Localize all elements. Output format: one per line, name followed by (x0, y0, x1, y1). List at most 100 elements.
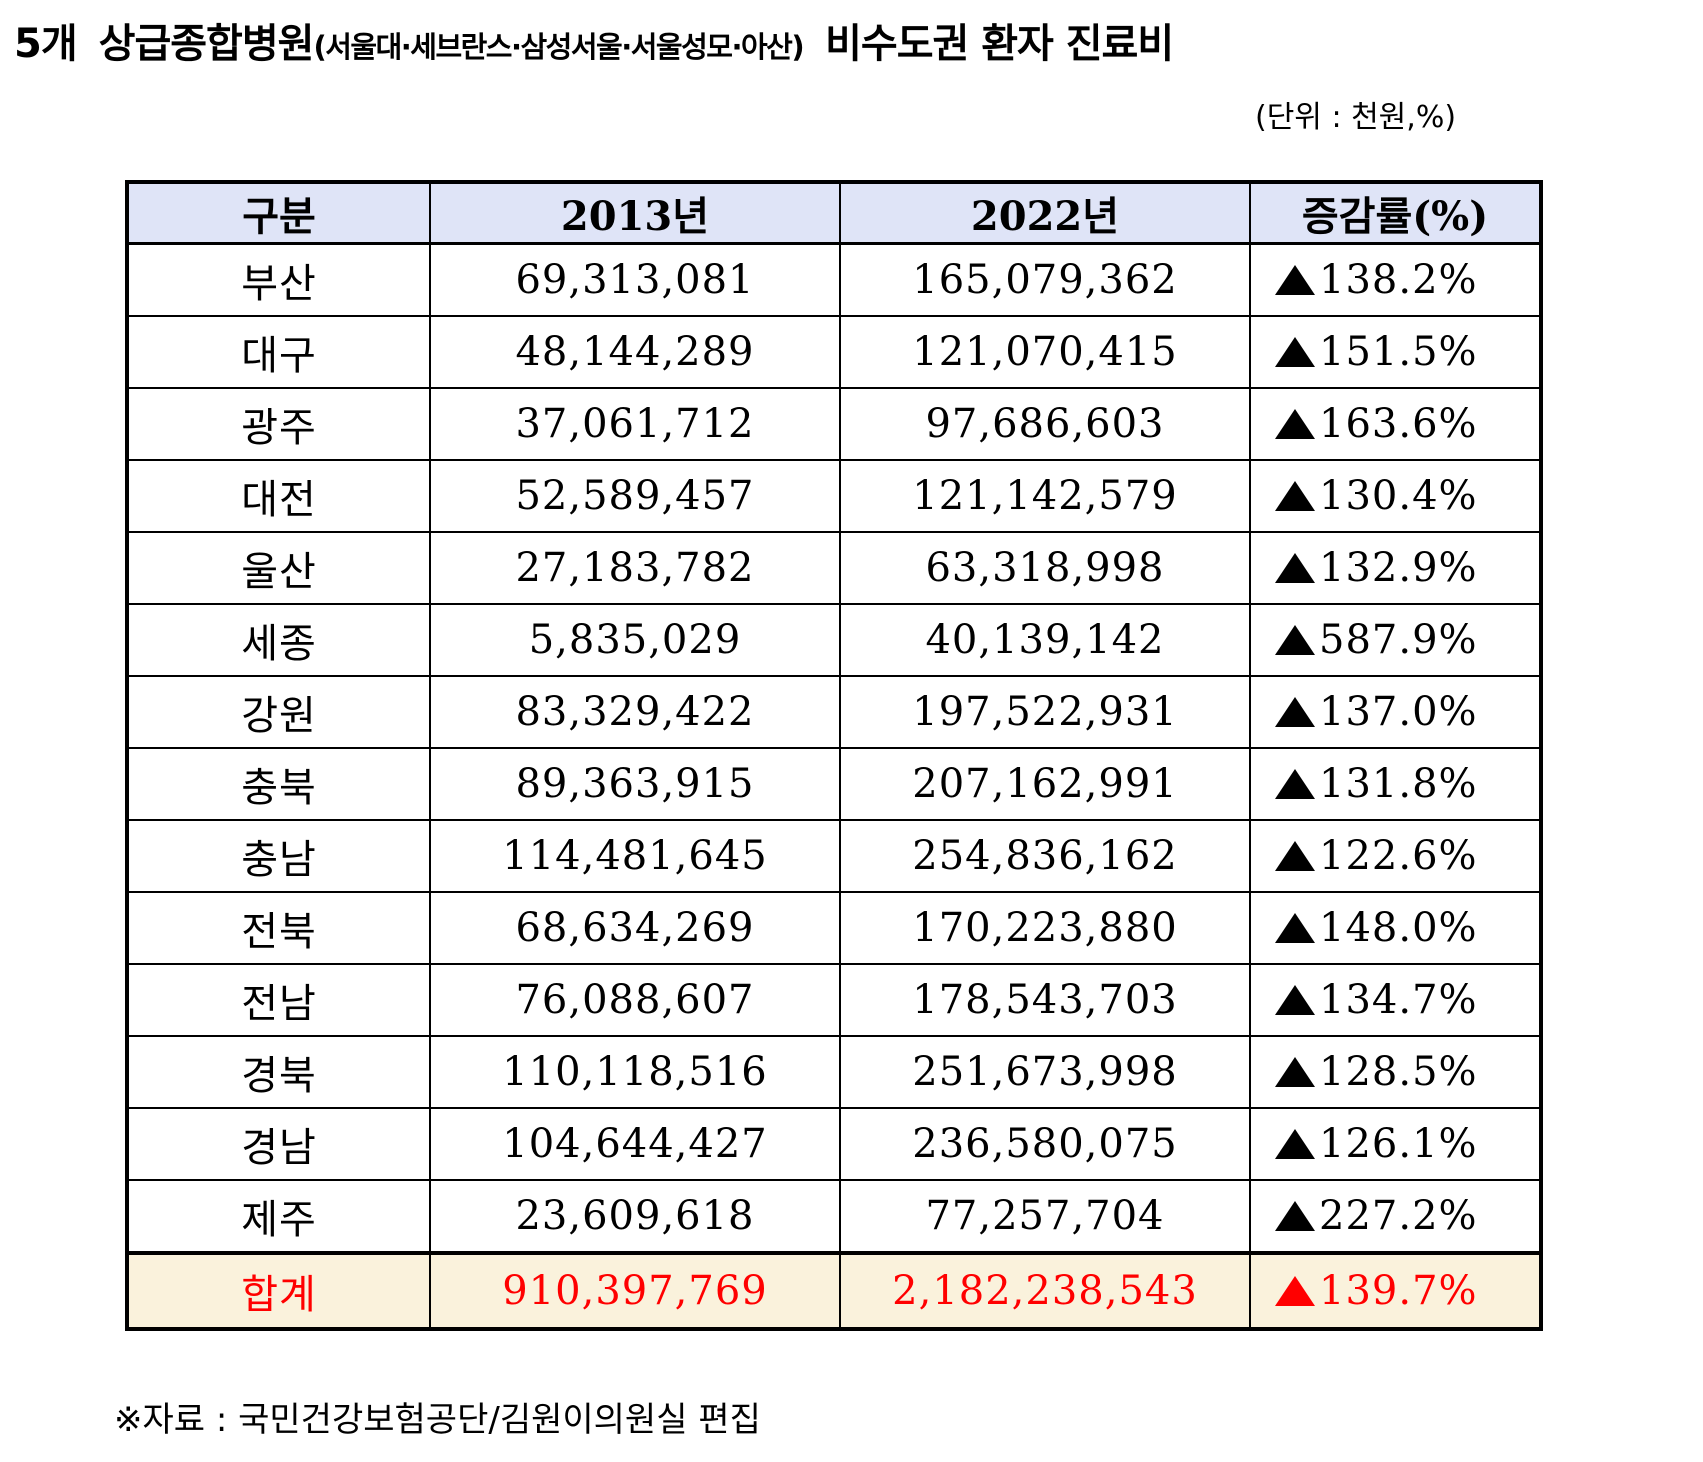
up-triangle-icon (1275, 985, 1315, 1015)
table-row: 대구 48,144,289 121,070,415 151.5% (126, 315, 1542, 389)
value-2013-cell: 114,481,645 (429, 819, 841, 893)
table-row: 세종 5,835,029 40,139,142 587.9% (126, 603, 1542, 677)
value-2013-cell: 69,313,081 (429, 242, 841, 317)
up-triangle-icon (1275, 409, 1315, 439)
rate-value: 122.6% (1319, 833, 1478, 879)
rate-value: 148.0% (1319, 905, 1478, 951)
region-cell: 전북 (126, 891, 431, 965)
rate-cell: 137.0% (1249, 675, 1542, 749)
up-triangle-icon (1275, 337, 1315, 367)
table-row: 전남 76,088,607 178,543,703 134.7% (126, 963, 1542, 1037)
rate-value: 163.6% (1319, 401, 1478, 447)
table-row: 울산 27,183,782 63,318,998 132.9% (126, 531, 1542, 605)
up-triangle-icon (1275, 913, 1315, 943)
value-2013-cell: 27,183,782 (429, 531, 841, 605)
table-row: 충북 89,363,915 207,162,991 131.8% (126, 747, 1542, 821)
up-triangle-icon (1275, 1276, 1315, 1306)
value-2013-cell: 37,061,712 (429, 387, 841, 461)
table-row: 광주 37,061,712 97,686,603 163.6% (126, 387, 1542, 461)
region-cell: 울산 (126, 531, 431, 605)
rate-cell: 163.6% (1249, 387, 1542, 461)
region-cell: 대구 (126, 315, 431, 389)
data-table: 구분 2013년 2022년 증감률(%) 부산 69,313,081 165,07… (125, 180, 1543, 1331)
rate-value: 138.2% (1319, 257, 1478, 303)
region-cell: 경북 (126, 1035, 431, 1109)
table-row: 경남 104,644,427 236,580,075 126.1% (126, 1107, 1542, 1181)
value-2022-cell: 63,318,998 (839, 531, 1251, 605)
rate-value: 587.9% (1319, 617, 1478, 663)
rate-value: 137.0% (1319, 689, 1478, 735)
rate-cell: 132.9% (1249, 531, 1542, 605)
up-triangle-icon (1275, 265, 1315, 295)
region-cell: 충북 (126, 747, 431, 821)
value-2013-cell: 68,634,269 (429, 891, 841, 965)
rate-cell: 148.0% (1249, 891, 1542, 965)
up-triangle-icon (1275, 769, 1315, 799)
value-2013-cell: 48,144,289 (429, 315, 841, 389)
table-row: 부산 69,313,081 165,079,362 138.2% (126, 242, 1542, 317)
value-2022-cell: 40,139,142 (839, 603, 1251, 677)
value-2022-cell: 254,836,162 (839, 819, 1251, 893)
page-title: 5개 상급종합병원(서울대·세브란스·삼성서울·서울성모·아산) 비수도권 환자 진… (14, 14, 1703, 74)
total-2013: 910,397,769 (429, 1251, 841, 1330)
region-cell: 전남 (126, 963, 431, 1037)
value-2022-cell: 121,142,579 (839, 459, 1251, 533)
up-triangle-icon (1275, 1129, 1315, 1159)
region-cell: 부산 (126, 242, 431, 317)
total-row: 합계 910,397,769 2,182,238,543 139.7% (126, 1251, 1542, 1330)
up-triangle-icon (1275, 481, 1315, 511)
table-row: 전북 68,634,269 170,223,880 148.0% (126, 891, 1542, 965)
source-note: ※자료 : 국민건강보험공단/김원이의원실 편집 (114, 1400, 761, 1440)
header-row: 구분 2013년 2022년 증감률(%) (126, 181, 1542, 245)
region-cell: 제주 (126, 1179, 431, 1254)
value-2013-cell: 52,589,457 (429, 459, 841, 533)
region-cell: 광주 (126, 387, 431, 461)
rate-value: 227.2% (1319, 1193, 1478, 1239)
rate-cell: 151.5% (1249, 315, 1542, 389)
rate-value: 151.5% (1319, 329, 1478, 375)
rate-value: 130.4% (1319, 473, 1478, 519)
table-row: 강원 83,329,422 197,522,931 137.0% (126, 675, 1542, 749)
rate-cell: 128.5% (1249, 1035, 1542, 1109)
value-2022-cell: 77,257,704 (839, 1179, 1251, 1254)
value-2022-cell: 165,079,362 (839, 242, 1251, 317)
value-2022-cell: 236,580,075 (839, 1107, 1251, 1181)
unit-label: (단위 : 천원,%) (1255, 100, 1457, 135)
rate-value: 134.7% (1319, 977, 1478, 1023)
up-triangle-icon (1275, 1201, 1315, 1231)
rate-cell: 126.1% (1249, 1107, 1542, 1181)
total-label: 합계 (126, 1251, 431, 1330)
title-hospitals: (서울대·세브란스·삼성서울·서울성모·아산) (313, 30, 804, 64)
rate-value: 132.9% (1319, 545, 1478, 591)
region-cell: 경남 (126, 1107, 431, 1181)
table-row: 경북 110,118,516 251,673,998 128.5% (126, 1035, 1542, 1109)
rate-value: 131.8% (1319, 761, 1478, 807)
table-row: 대전 52,589,457 121,142,579 130.4% (126, 459, 1542, 533)
total-rate: 139.7% (1249, 1251, 1542, 1330)
header-2013: 2013년 (429, 181, 841, 245)
title-suffix: 비수도권 환자 진료비 (825, 21, 1174, 67)
header-region: 구분 (126, 181, 431, 245)
title-main: 상급종합병원 (98, 21, 315, 67)
value-2013-cell: 110,118,516 (429, 1035, 841, 1109)
value-2022-cell: 121,070,415 (839, 315, 1251, 389)
rate-cell: 587.9% (1249, 603, 1542, 677)
value-2013-cell: 76,088,607 (429, 963, 841, 1037)
value-2013-cell: 5,835,029 (429, 603, 841, 677)
rate-cell: 134.7% (1249, 963, 1542, 1037)
value-2013-cell: 83,329,422 (429, 675, 841, 749)
value-2013-cell: 23,609,618 (429, 1179, 841, 1254)
region-cell: 세종 (126, 603, 431, 677)
rate-cell: 131.8% (1249, 747, 1542, 821)
value-2022-cell: 207,162,991 (839, 747, 1251, 821)
title-prefix: 5개 (14, 21, 78, 67)
rate-cell: 227.2% (1249, 1179, 1542, 1254)
up-triangle-icon (1275, 1057, 1315, 1087)
rate-cell: 130.4% (1249, 459, 1542, 533)
total-2022: 2,182,238,543 (839, 1251, 1251, 1330)
value-2013-cell: 104,644,427 (429, 1107, 841, 1181)
rate-value: 128.5% (1319, 1049, 1478, 1095)
rate-cell: 138.2% (1249, 242, 1542, 317)
header-rate: 증감률(%) (1249, 181, 1542, 245)
region-cell: 대전 (126, 459, 431, 533)
